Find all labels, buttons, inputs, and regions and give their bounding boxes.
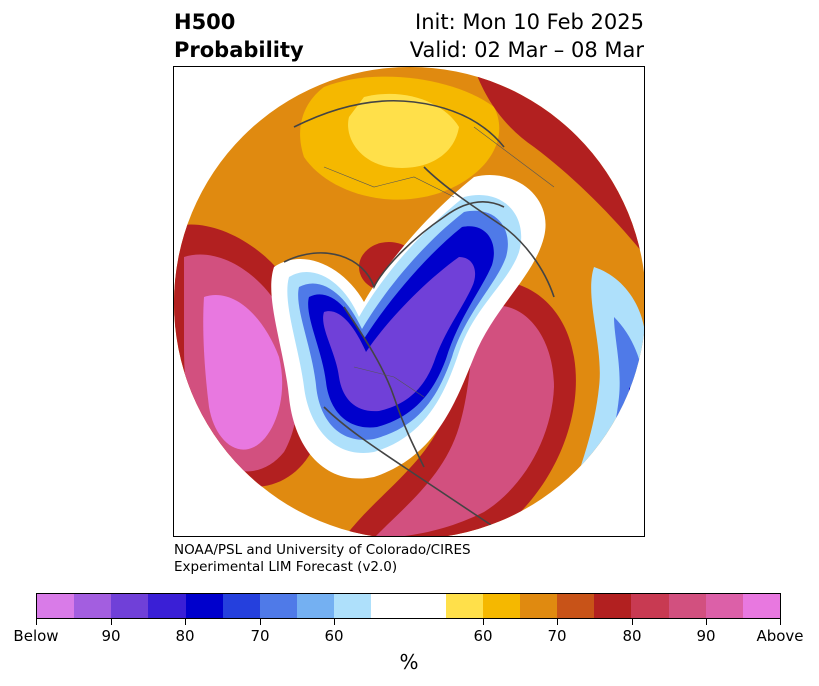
colorbar: [36, 593, 781, 619]
colorbar-segment: [631, 594, 669, 618]
above-field-atlantic-90: [374, 305, 554, 536]
colorbar-tick: [111, 619, 112, 625]
valid-dates: Valid: 02 Mar – 08 Mar: [409, 38, 644, 62]
colorbar-tick: [483, 619, 484, 625]
colorbar-segment: [445, 594, 483, 618]
colorbar-tick-label: 90: [696, 627, 716, 645]
colorbar-tick-label: 70: [547, 627, 567, 645]
colorbar-tick: [36, 619, 37, 625]
colorbar-tick-label: 80: [175, 627, 195, 645]
colorbar-segment: [520, 594, 558, 618]
colorbar-tick: [185, 619, 186, 625]
map-canvas: [174, 67, 644, 536]
colorbar-segment: [259, 594, 298, 618]
init-date: Init: Mon 10 Feb 2025: [415, 10, 644, 34]
colorbar-tick: [780, 619, 781, 625]
colorbar-segment: [668, 594, 706, 618]
credit-text: NOAA/PSL and University of Colorado/CIRE…: [174, 542, 471, 576]
colorbar-tick: [632, 619, 633, 625]
credit-line-2: Experimental LIM Forecast (v2.0): [174, 559, 398, 575]
coastlines: [283, 99, 555, 528]
title-line-1: H500: [174, 10, 236, 34]
forecast-dates: Init: Mon 10 Feb 2025 Valid: 02 Mar – 08…: [410, 8, 644, 64]
colorbar-segment: [222, 594, 260, 618]
colorbar-segment: [185, 594, 223, 618]
colorbar-unit: %: [399, 650, 419, 674]
credit-line-1: NOAA/PSL and University of Colorado/CIRE…: [174, 542, 471, 558]
above-field-eurasia-light: [348, 93, 459, 168]
colorbar-tick-label: 90: [101, 627, 121, 645]
colorbar-tick-label: Above: [756, 627, 804, 645]
colorbar-segment: [148, 594, 186, 618]
colorbar-segment: [594, 594, 632, 618]
colorbar-tick-label: 70: [250, 627, 270, 645]
title-line-2: Probability: [174, 38, 304, 62]
colorbar-segment: [111, 594, 149, 618]
colorbar-segment: [297, 594, 335, 618]
colorbar-segment: [742, 594, 781, 618]
colorbar-tick: [706, 619, 707, 625]
colorbar-segment: [334, 594, 372, 618]
colorbar-tick: [334, 619, 335, 625]
colorbar-segment: [482, 594, 521, 618]
colorbar-tick: [260, 619, 261, 625]
colorbar-tick: [557, 619, 558, 625]
above-field-pacific-strong: [203, 295, 283, 450]
colorbar-segment: [371, 594, 446, 618]
colorbar-tick-label: 60: [324, 627, 344, 645]
borders: [323, 126, 555, 398]
colorbar-segment: [37, 594, 75, 618]
colorbar-tick-label: 80: [622, 627, 642, 645]
colorbar-tick-label: Below: [13, 627, 59, 645]
below-field-90: [323, 257, 476, 412]
colorbar-segment: [557, 594, 595, 618]
probability-map: [173, 66, 645, 537]
colorbar-tick-label: 60: [473, 627, 493, 645]
map-title: H500 Probability: [174, 8, 304, 64]
colorbar-segment: [74, 594, 112, 618]
colorbar-segment: [705, 594, 743, 618]
